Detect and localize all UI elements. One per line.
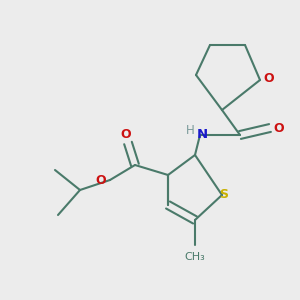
Text: H: H (186, 124, 194, 137)
Text: N: N (196, 128, 208, 142)
Text: CH₃: CH₃ (184, 252, 206, 262)
Text: O: O (274, 122, 284, 134)
Text: O: O (264, 73, 274, 85)
Text: O: O (121, 128, 131, 140)
Text: O: O (96, 175, 106, 188)
Text: S: S (220, 188, 229, 200)
